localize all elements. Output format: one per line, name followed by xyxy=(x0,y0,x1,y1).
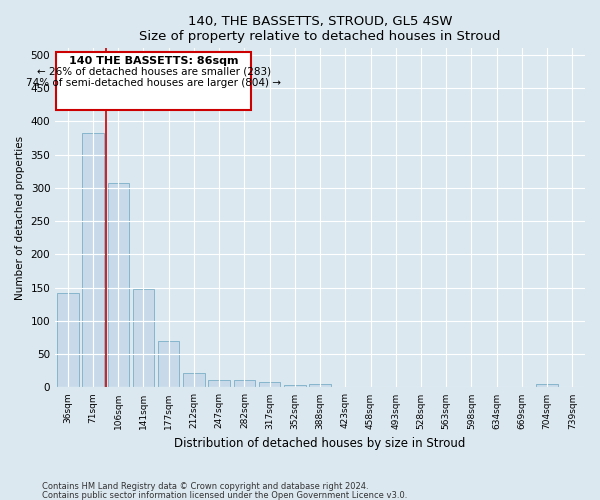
Text: 74% of semi-detached houses are larger (804) →: 74% of semi-detached houses are larger (… xyxy=(26,78,281,88)
Bar xyxy=(208,380,230,388)
Y-axis label: Number of detached properties: Number of detached properties xyxy=(15,136,25,300)
Bar xyxy=(57,293,79,388)
Bar xyxy=(183,373,205,388)
Bar xyxy=(233,380,255,388)
Bar xyxy=(82,133,104,388)
Bar xyxy=(133,289,154,388)
Bar xyxy=(536,384,558,388)
Bar xyxy=(284,385,305,388)
FancyBboxPatch shape xyxy=(56,52,251,110)
Title: 140, THE BASSETTS, STROUD, GL5 4SW
Size of property relative to detached houses : 140, THE BASSETTS, STROUD, GL5 4SW Size … xyxy=(139,15,501,43)
Bar xyxy=(310,384,331,388)
Text: ← 26% of detached houses are smaller (283): ← 26% of detached houses are smaller (28… xyxy=(37,67,271,77)
Bar xyxy=(158,341,179,388)
Bar xyxy=(259,382,280,388)
Bar xyxy=(107,184,129,388)
Text: 140 THE BASSETTS: 86sqm: 140 THE BASSETTS: 86sqm xyxy=(69,56,238,66)
Text: Contains public sector information licensed under the Open Government Licence v3: Contains public sector information licen… xyxy=(42,490,407,500)
Text: Contains HM Land Registry data © Crown copyright and database right 2024.: Contains HM Land Registry data © Crown c… xyxy=(42,482,368,491)
X-axis label: Distribution of detached houses by size in Stroud: Distribution of detached houses by size … xyxy=(175,437,466,450)
